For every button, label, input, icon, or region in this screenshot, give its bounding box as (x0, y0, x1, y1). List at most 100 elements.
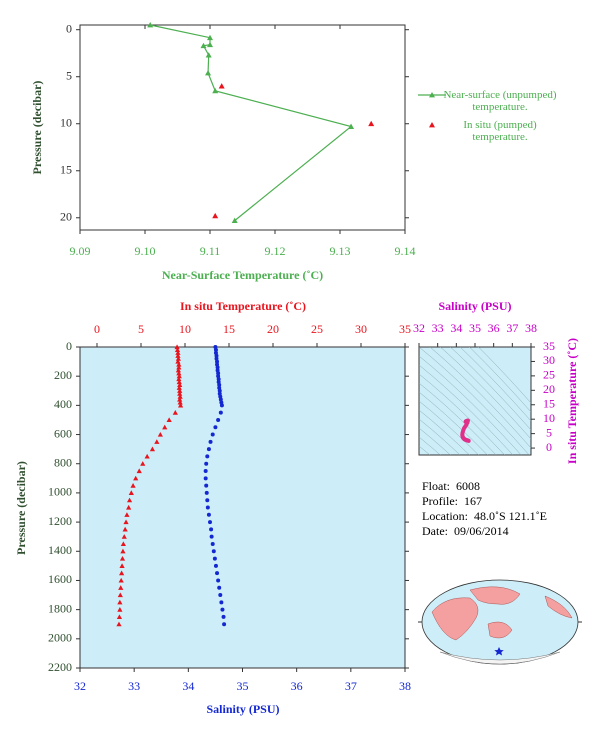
marker (166, 417, 172, 423)
marker (208, 520, 212, 525)
marker (204, 490, 209, 495)
contour (419, 427, 451, 455)
marker (176, 361, 182, 367)
marker (214, 353, 219, 358)
marker (205, 505, 210, 510)
y-tick-label: 35 (543, 339, 555, 353)
marker (126, 497, 133, 503)
marker (120, 548, 126, 554)
info-label: Date: (422, 524, 448, 538)
x-tick-label: 34 (450, 321, 462, 335)
y-tick-label: 2200 (48, 660, 72, 674)
contour (419, 400, 479, 455)
marker (215, 359, 220, 364)
x-tick-label: 9.11 (200, 244, 221, 258)
x-tick-label: 9.10 (135, 244, 156, 258)
map-land (469, 586, 521, 605)
marker (213, 425, 218, 430)
x-axis-label: Salinity (PSU) (206, 702, 279, 716)
x-tick-label: 25 (311, 322, 323, 336)
marker (211, 549, 216, 554)
series-line (150, 24, 353, 222)
legend-entry: Near-surface (unpumped) temperature. (443, 89, 557, 113)
marker (177, 382, 183, 388)
ts-point (466, 438, 471, 443)
marker (206, 447, 211, 452)
marker (174, 344, 180, 350)
y-tick-label: 25 (543, 368, 555, 382)
marker (222, 622, 227, 627)
marker (177, 402, 184, 408)
contour (419, 436, 441, 455)
y-tick-label: 0 (66, 21, 72, 35)
marker (203, 476, 208, 481)
y-tick-label: 5 (546, 425, 552, 439)
y-tick-label: 400 (54, 397, 72, 411)
marker (176, 376, 182, 382)
y-tick-label: 2000 (48, 631, 72, 645)
marker (210, 432, 215, 437)
info-value: 48.0˚S 121.1˚E (473, 509, 547, 523)
contour (450, 347, 531, 431)
density-contours (419, 347, 531, 455)
marker (124, 512, 130, 517)
info-line: Date: 09/06/2014 (422, 524, 509, 539)
marker (205, 52, 212, 58)
legend-marker (429, 92, 435, 98)
info-label: Float: (422, 479, 451, 493)
map-ice (439, 651, 561, 665)
x-tick-label: 36 (291, 679, 303, 693)
marker (218, 410, 223, 415)
marker (175, 358, 181, 364)
marker (203, 469, 208, 474)
marker (118, 585, 124, 590)
marker (176, 373, 182, 379)
info-line: Profile: 167 (422, 494, 482, 509)
y-tick-label: 20 (543, 382, 555, 396)
contour (419, 347, 530, 455)
marker (116, 621, 122, 627)
x-tick-label: 38 (399, 679, 411, 693)
marker (216, 578, 221, 583)
marker (216, 417, 221, 422)
x-tick-label: 37 (345, 679, 357, 693)
x-tick-label: 5 (138, 322, 144, 336)
y-axis-label: In situ Temperature (˚C) (565, 338, 579, 464)
marker (219, 403, 224, 408)
world-map (418, 579, 582, 665)
marker (119, 555, 126, 561)
x-tick-label: 35 (399, 322, 411, 336)
info-label: Location: (422, 509, 468, 523)
marker (140, 461, 146, 466)
marker (216, 371, 221, 376)
marker (116, 614, 123, 620)
marker (172, 410, 178, 415)
x-tick-label: 35 (237, 679, 249, 693)
marker (205, 454, 210, 459)
x-tick-label: 32 (413, 321, 425, 335)
marker (205, 498, 210, 503)
ts-title: Salinity (PSU) (438, 299, 511, 313)
marker (220, 607, 225, 612)
x-tick-label: 30 (355, 322, 367, 336)
x-tick-label: 9.14 (395, 244, 416, 258)
contour (419, 391, 488, 455)
y-tick-label: 30 (543, 353, 555, 367)
y-tick-label: 0 (546, 440, 552, 454)
contour (419, 373, 505, 455)
marker (130, 483, 136, 488)
marker (147, 22, 154, 28)
marker (176, 364, 182, 370)
marker (212, 87, 219, 94)
x-tick-label: 20 (267, 322, 279, 336)
marker (208, 439, 213, 444)
y-axis-label: Pressure (decibar) (14, 461, 28, 555)
x-tick-label: 10 (179, 322, 191, 336)
y-tick-label: 10 (543, 411, 555, 425)
marker (123, 519, 129, 525)
marker (209, 527, 214, 532)
info-line: Float: 6008 (422, 479, 480, 494)
float-location (494, 647, 504, 656)
marker (213, 347, 218, 352)
